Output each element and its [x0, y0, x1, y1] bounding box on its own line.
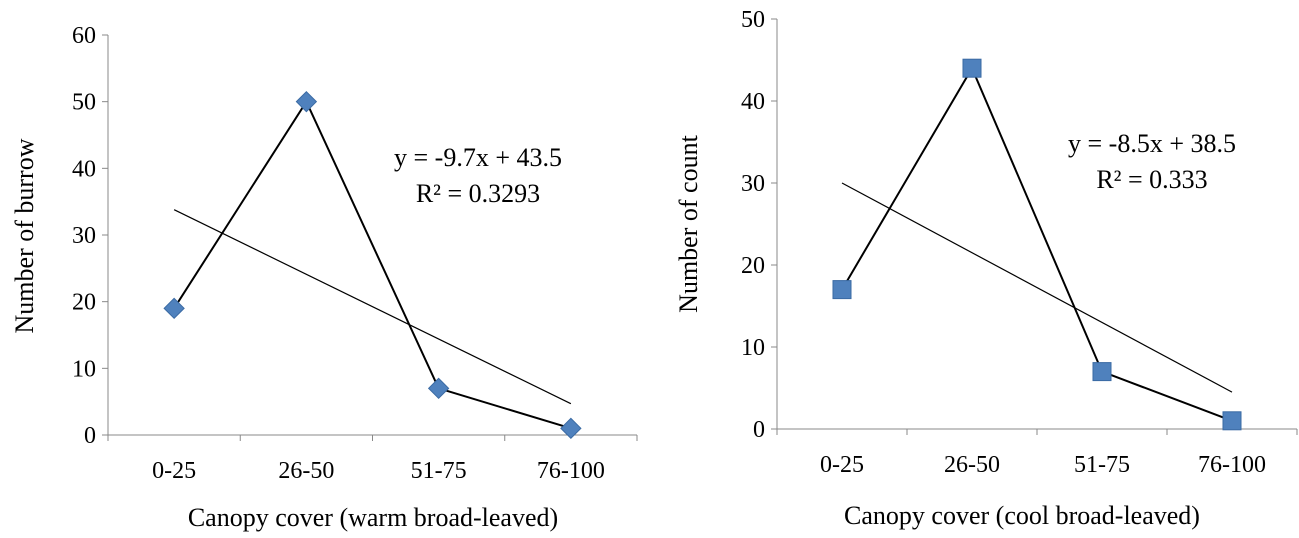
trendline-equation: y = -9.7x + 43.5 — [394, 143, 562, 172]
x-tick-label: 51-75 — [411, 458, 467, 484]
trendline — [173, 209, 572, 405]
trendline-r2: R² = 0.3293 — [416, 179, 540, 208]
x-axis-label: Canopy cover (warm broad-leaved) — [188, 503, 558, 532]
data-point-diamond — [427, 377, 450, 400]
y-tick-label: 20 — [741, 253, 765, 279]
x-ticks: 0-25 26-50 51-75 76-100 — [776, 429, 1298, 478]
x-tick-label: 0-25 — [820, 452, 864, 478]
y-axis-label: Number of burrow — [10, 138, 39, 333]
y-tick-label: 40 — [72, 156, 96, 182]
x-tick-label: 76-100 — [1198, 452, 1266, 478]
trendline-line — [173, 209, 572, 405]
trendline-line — [841, 182, 1233, 393]
chart-cool-broad-leaved: 0 10 20 30 40 50 0-25 26-50 51-75 76-100 y = -8.… — [674, 7, 1298, 530]
y-tick-label: 0 — [84, 423, 96, 449]
chart-warm-broad-leaved: 0 10 20 30 40 50 60 0-25 26-50 51-75 76-100 y = -… — [10, 23, 638, 532]
y-ticks: 0 10 20 30 40 50 — [741, 7, 777, 443]
x-tick-label: 0-25 — [152, 458, 196, 484]
data-point-square — [962, 58, 982, 78]
y-tick-label: 30 — [72, 223, 96, 249]
series — [832, 58, 1242, 431]
axes — [107, 35, 637, 436]
y-tick-label: 20 — [72, 290, 96, 316]
x-tick-label: 26-50 — [278, 458, 334, 484]
axes — [776, 19, 1297, 430]
data-point-square — [1222, 411, 1242, 431]
x-tick-label: 26-50 — [944, 452, 1000, 478]
y-tick-label: 30 — [741, 171, 765, 197]
x-axis-label: Canopy cover (cool broad-leaved) — [844, 501, 1200, 530]
y-axis-label: Number of count — [674, 134, 703, 312]
y-tick-label: 0 — [753, 417, 765, 443]
trendline — [841, 182, 1233, 393]
series — [163, 90, 582, 440]
y-tick-label: 50 — [741, 7, 765, 33]
data-point-diamond — [560, 417, 582, 440]
y-tick-label: 10 — [72, 356, 96, 382]
y-ticks: 0 10 20 30 40 50 60 — [72, 23, 108, 449]
x-ticks: 0-25 26-50 51-75 76-100 — [107, 435, 638, 484]
y-tick-label: 60 — [72, 23, 96, 49]
x-tick-label: 76-100 — [537, 458, 605, 484]
x-tick-label: 51-75 — [1074, 452, 1130, 478]
data-point-square — [1092, 362, 1112, 382]
data-point-square — [832, 280, 852, 300]
y-tick-label: 50 — [72, 90, 96, 116]
series-line — [841, 65, 1233, 422]
trendline-r2: R² = 0.333 — [1096, 165, 1207, 194]
y-tick-label: 40 — [741, 89, 765, 115]
data-point-diamond — [295, 90, 318, 113]
data-point-diamond — [163, 297, 185, 320]
trendline-equation: y = -8.5x + 38.5 — [1068, 129, 1236, 158]
y-tick-label: 10 — [741, 335, 765, 361]
series-line — [173, 99, 572, 430]
